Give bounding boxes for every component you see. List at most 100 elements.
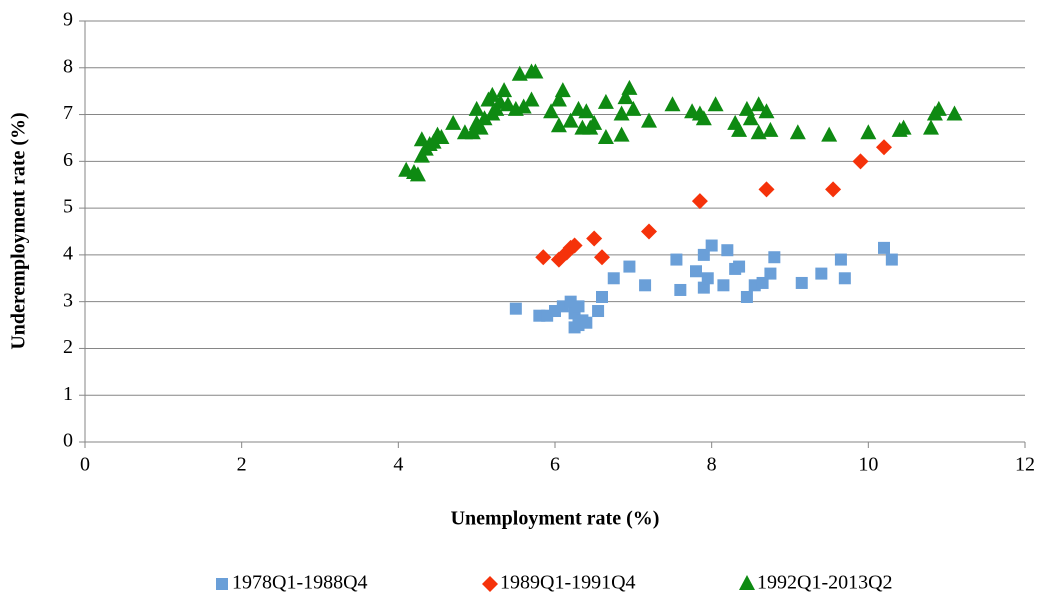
y-tick-label: 2: [63, 336, 73, 358]
legend-label: 1992Q1-2013Q2: [757, 572, 893, 594]
point: [697, 248, 710, 261]
x-tick-label: 10: [858, 454, 878, 476]
point: [550, 117, 567, 133]
point: [762, 121, 779, 137]
point: [750, 96, 767, 112]
point: [597, 93, 614, 109]
point: [742, 110, 759, 126]
point: [664, 96, 681, 112]
point: [613, 105, 630, 121]
x-tick-label: 12: [1015, 454, 1035, 476]
point: [691, 193, 708, 210]
x-tick-label: 4: [393, 454, 403, 476]
point: [690, 265, 702, 278]
x-axis-title: Unemployment rate (%): [451, 508, 660, 530]
point: [515, 98, 532, 114]
point: [885, 253, 898, 266]
point: [596, 290, 608, 303]
point: [895, 119, 912, 135]
point: [641, 112, 657, 128]
point: [795, 276, 808, 289]
x-tick-label: 0: [80, 454, 90, 476]
point: [923, 119, 939, 135]
point: [509, 302, 522, 315]
y-tick-label: 4: [63, 242, 73, 264]
point: [815, 267, 828, 280]
y-tick-label: 7: [63, 102, 73, 124]
legend-label: 1978Q1-1988Q4: [232, 572, 368, 594]
point: [705, 239, 718, 252]
point: [472, 119, 489, 135]
point: [639, 279, 652, 292]
point: [550, 91, 567, 107]
point: [623, 260, 636, 273]
point: [758, 103, 775, 119]
point: [717, 279, 730, 292]
point: [586, 230, 603, 247]
point: [607, 272, 620, 285]
y-tick-label: 8: [63, 55, 73, 77]
point: [617, 89, 634, 105]
point: [484, 86, 501, 102]
point: [562, 112, 579, 128]
point: [445, 114, 462, 130]
point: [697, 281, 710, 294]
legend-marker: [482, 576, 498, 592]
point: [597, 128, 614, 144]
point: [568, 321, 581, 334]
point: [733, 260, 746, 273]
point: [578, 103, 595, 119]
point: [731, 121, 748, 137]
x-tick-label: 8: [707, 454, 717, 476]
point: [758, 181, 775, 198]
point: [930, 100, 947, 116]
point: [701, 272, 714, 285]
point: [707, 96, 724, 112]
point: [621, 79, 638, 95]
y-tick-label: 6: [63, 149, 73, 171]
point: [543, 103, 560, 119]
point: [572, 300, 585, 313]
point: [527, 63, 544, 79]
point: [594, 249, 610, 266]
point: [496, 82, 513, 98]
point: [550, 251, 567, 268]
point: [468, 100, 485, 116]
point: [695, 110, 712, 126]
point: [768, 251, 781, 264]
y-tick-label: 5: [63, 196, 73, 218]
point: [566, 237, 583, 254]
point: [500, 96, 516, 112]
point: [476, 110, 493, 126]
y-tick-label: 3: [63, 289, 73, 311]
point: [670, 253, 683, 266]
point: [674, 283, 687, 296]
point: [721, 244, 734, 257]
y-tick-label: 0: [63, 430, 73, 452]
point: [838, 272, 851, 285]
point: [764, 267, 777, 280]
legend-marker: [216, 578, 228, 590]
point: [750, 124, 767, 140]
point: [946, 105, 963, 121]
point: [789, 124, 806, 140]
point: [586, 114, 603, 130]
point: [878, 241, 890, 254]
x-tick-label: 6: [550, 454, 560, 476]
point: [409, 166, 426, 182]
point: [523, 91, 540, 107]
point: [740, 290, 753, 303]
legend-marker: [739, 575, 755, 590]
point: [554, 82, 571, 98]
point: [876, 139, 892, 156]
x-tick-label: 2: [237, 454, 247, 476]
point: [641, 223, 657, 240]
point: [613, 126, 630, 142]
legend-label: 1989Q1-1991Q4: [500, 572, 636, 594]
point: [592, 305, 605, 318]
point: [464, 124, 481, 140]
point: [625, 100, 642, 116]
y-tick-label: 9: [63, 9, 73, 31]
point: [825, 181, 842, 198]
